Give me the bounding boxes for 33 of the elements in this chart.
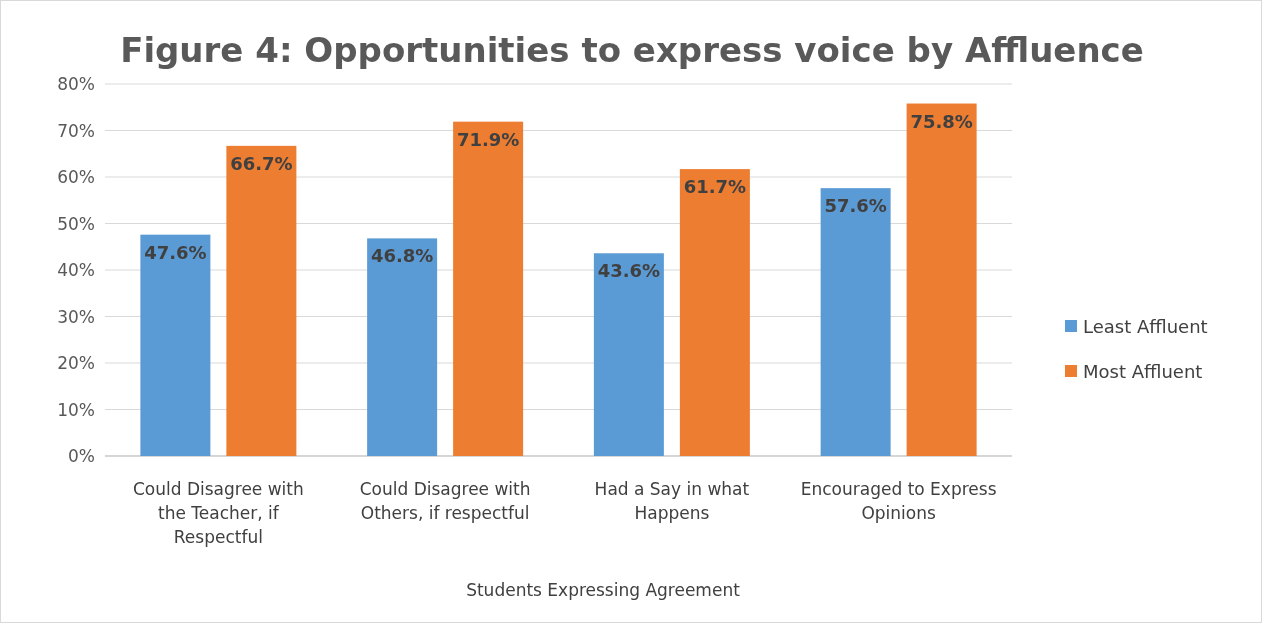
data-label: 75.8%	[910, 110, 973, 132]
data-label: 43.6%	[597, 260, 661, 282]
y-tick-label: 70%	[57, 120, 95, 141]
bar	[593, 253, 664, 456]
x-tick-label: Could Disagree with Others, if respectful	[359, 479, 531, 523]
data-label: 57.6%	[824, 195, 887, 217]
y-tick-label: 60%	[57, 167, 95, 187]
y-tick-label: 80%	[57, 74, 95, 94]
y-tick-label: 40%	[57, 260, 95, 280]
bar	[140, 234, 211, 456]
data-label: 47.6%	[144, 241, 207, 263]
y-tick-label: 30%	[57, 306, 95, 327]
bar	[820, 188, 891, 456]
legend-label: Most Affluent	[1083, 361, 1203, 382]
data-label: 66.7%	[230, 152, 293, 174]
x-tick-label: Could Disagree with the Teacher, if Respectful	[132, 479, 304, 547]
x-axis-title: Students Expressing Agreement	[466, 580, 741, 600]
y-tick-label: 10%	[57, 399, 95, 420]
data-label: 61.7%	[683, 176, 747, 198]
bar	[453, 121, 524, 456]
y-tick-label: 0%	[68, 446, 95, 466]
x-tick-label: Encouraged to Express Opinions	[800, 479, 997, 523]
bar	[367, 238, 438, 456]
chart-title: Figure 4: Opportunities to express voice by Affluence	[120, 30, 1144, 70]
legend-label: Least Affluent	[1083, 316, 1208, 337]
data-label: 71.9%	[456, 128, 520, 150]
bar	[906, 103, 977, 456]
y-tick-label: 20%	[57, 353, 95, 373]
x-tick-label: Had a Say in what Happens	[594, 479, 750, 523]
bar	[226, 145, 297, 456]
data-label: 46.8%	[370, 245, 434, 267]
y-tick-label: 50%	[57, 213, 95, 234]
bar	[679, 169, 750, 456]
